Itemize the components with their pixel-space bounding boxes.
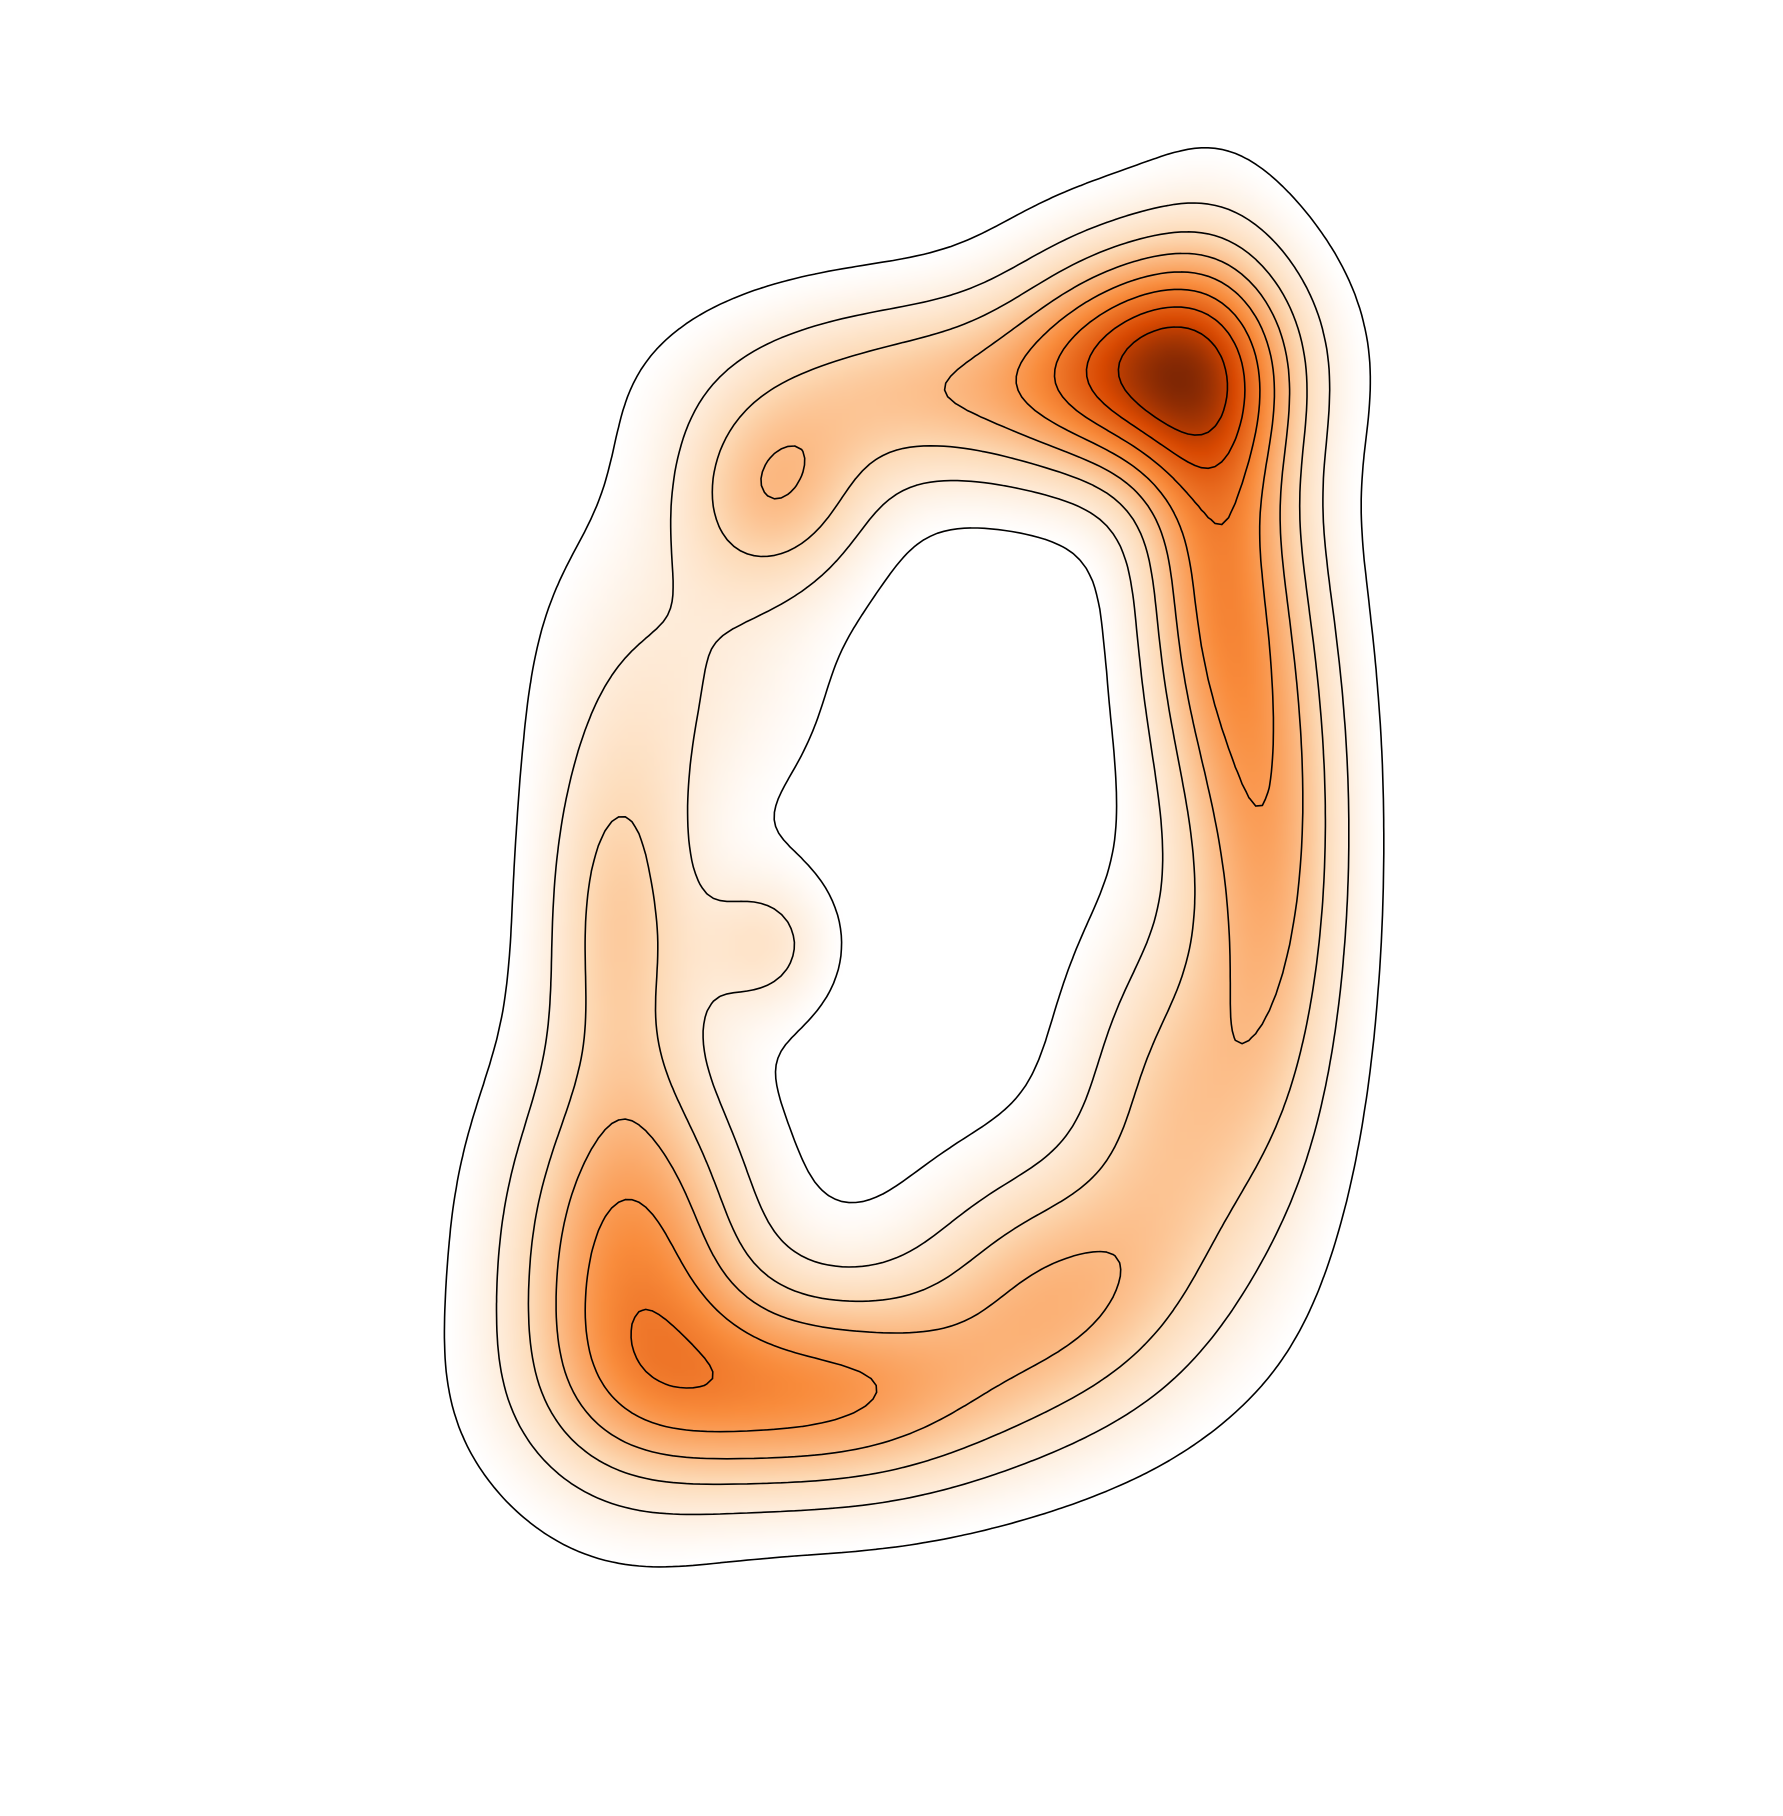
contour-level-8 [1117,326,1229,436]
contour-level-2 [495,202,1350,1516]
contour-level-5 [584,271,1276,1433]
contour-level-4 [555,252,1304,1460]
contour-level-1 [443,147,1385,1568]
contour-level-3 [527,231,1327,1486]
contour-lines [443,147,1385,1568]
contour-level-7 [1085,306,1246,470]
density-color-field [300,90,1520,1590]
contour-level-6 [630,288,1261,1389]
